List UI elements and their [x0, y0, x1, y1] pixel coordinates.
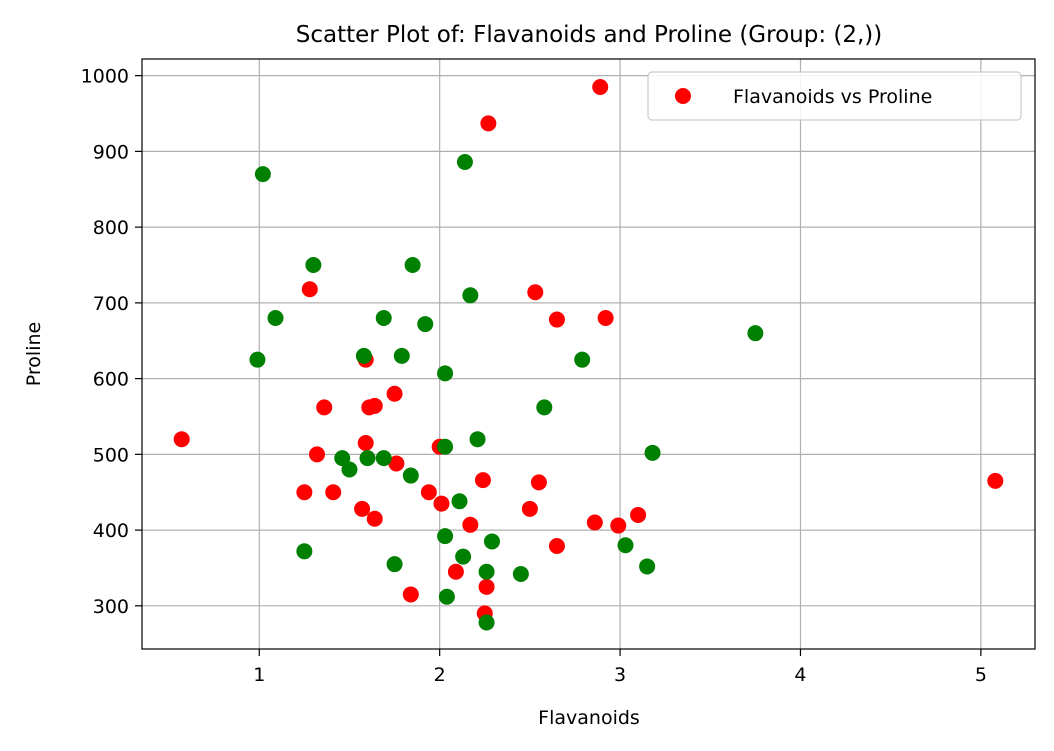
data-point: [527, 284, 544, 301]
data-point: [574, 351, 591, 368]
data-point: [375, 450, 392, 467]
y-tick-label: 500: [93, 444, 129, 466]
data-point: [325, 484, 342, 501]
y-tick-label: 900: [93, 141, 129, 163]
data-point: [404, 257, 421, 274]
x-tick-label: 4: [794, 664, 806, 686]
data-point: [296, 484, 313, 501]
data-point: [474, 472, 491, 489]
data-point: [355, 347, 372, 364]
data-point: [296, 543, 313, 560]
data-point: [639, 558, 656, 575]
data-point: [610, 517, 627, 534]
data-point: [548, 537, 565, 554]
data-point: [341, 461, 358, 478]
plot-frame: [141, 58, 1036, 650]
y-axis-ticks: 300 400 500 600 700 800 900 1000: [81, 66, 142, 618]
data-point: [334, 450, 351, 467]
x-tick-label: 2: [434, 664, 446, 686]
data-point: [478, 578, 495, 595]
data-point: [386, 556, 403, 573]
x-tick-label: 5: [975, 664, 987, 686]
data-point: [316, 399, 333, 416]
legend: Flavanoids vs Proline: [647, 71, 1022, 121]
data-point: [530, 474, 547, 491]
data-point: [469, 431, 486, 448]
data-point: [305, 257, 322, 274]
legend-marker: [675, 88, 691, 104]
data-point: [512, 566, 529, 583]
data-point: [478, 614, 495, 631]
data-point: [437, 365, 454, 382]
data-point: [357, 434, 374, 451]
data-point: [438, 588, 455, 605]
grid: [142, 59, 1035, 649]
data-point: [536, 399, 553, 416]
x-axis-ticks: 1 2 3 4 5: [253, 649, 987, 686]
y-tick-label: 1000: [81, 66, 129, 88]
data-point: [388, 455, 405, 472]
data-point: [451, 493, 468, 510]
data-point: [366, 510, 383, 527]
data-point: [267, 310, 284, 327]
x-tick-label: 3: [614, 664, 626, 686]
data-point: [433, 495, 450, 512]
y-tick-label: 700: [93, 293, 129, 315]
data-point: [437, 438, 454, 455]
y-tick-label: 300: [93, 596, 129, 618]
y-axis-label: Proline: [23, 322, 45, 386]
data-point: [478, 563, 495, 580]
data-point: [354, 500, 371, 517]
data-point: [417, 316, 434, 333]
data-point: [483, 533, 500, 550]
data-point: [366, 397, 383, 414]
chart-title: Scatter Plot of: Flavanoids and Proline …: [296, 22, 883, 48]
data-point: [456, 154, 473, 171]
data-point: [548, 311, 565, 328]
data-point: [747, 325, 764, 342]
data-point: [402, 467, 419, 484]
data-point: [173, 431, 190, 448]
data-point: [393, 347, 410, 364]
x-tick-label: 1: [253, 664, 265, 686]
data-point: [402, 586, 419, 603]
y-tick-label: 600: [93, 369, 129, 391]
data-point: [447, 563, 464, 580]
data-point: [630, 506, 647, 523]
data-point: [375, 310, 392, 327]
data-point: [592, 79, 609, 96]
data-point: [597, 310, 614, 327]
y-tick-label: 400: [93, 520, 129, 542]
data-point: [455, 548, 472, 565]
data-point: [254, 166, 271, 183]
data-point: [308, 446, 325, 463]
data-point: [480, 115, 497, 132]
data-points: [173, 79, 1004, 631]
data-point: [301, 281, 318, 298]
data-point: [987, 472, 1004, 489]
y-tick-label: 800: [93, 217, 129, 239]
data-point: [386, 385, 403, 402]
data-point: [521, 500, 538, 517]
data-point: [644, 444, 661, 461]
data-point: [420, 484, 437, 501]
x-axis-label: Flavanoids: [538, 707, 640, 729]
data-point: [437, 528, 454, 545]
data-point: [617, 537, 634, 554]
legend-box: [647, 71, 1022, 121]
data-point: [462, 287, 479, 304]
data-point: [462, 516, 479, 533]
data-point: [586, 514, 603, 531]
data-point: [249, 351, 266, 368]
data-point: [359, 450, 376, 467]
legend-label: Flavanoids vs Proline: [733, 86, 932, 108]
